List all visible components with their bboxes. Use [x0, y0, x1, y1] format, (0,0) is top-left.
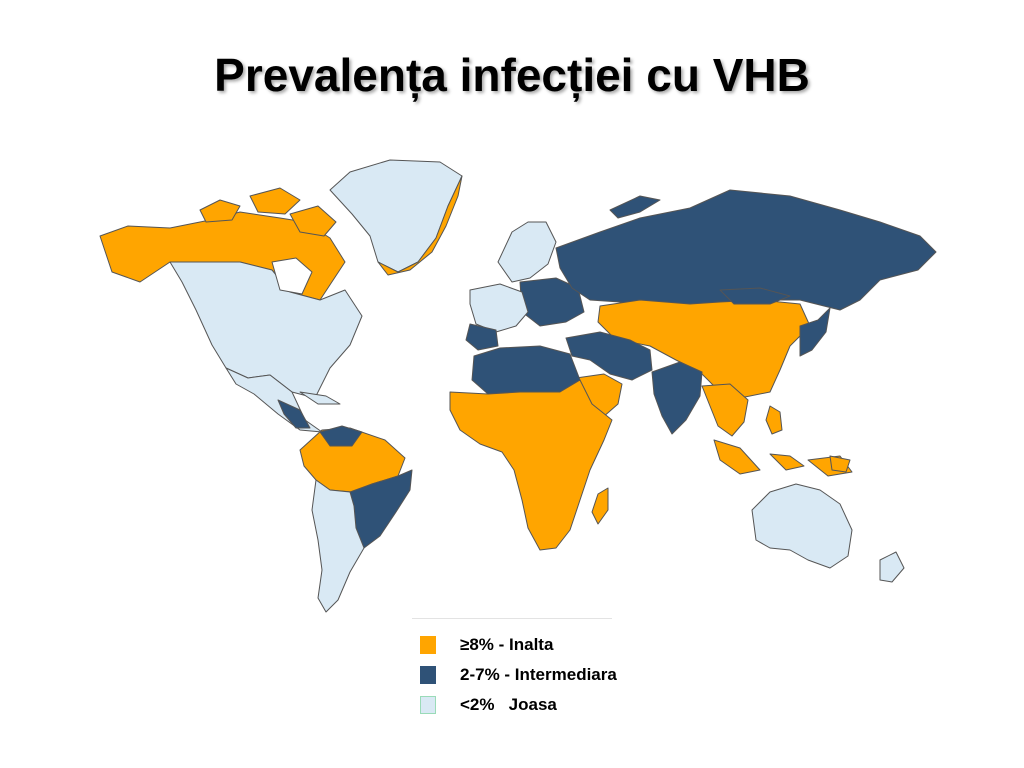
- region-greenland: [329, 159, 463, 273]
- region-new-zealand: [879, 551, 905, 583]
- region-arctic-islands: [199, 187, 337, 237]
- region-madagascar: [591, 487, 609, 525]
- legend-swatch-intermediate: [420, 666, 436, 684]
- region-middle-east: [565, 331, 653, 381]
- legend-item-intermediate: 2-7% - Intermediara: [420, 660, 617, 690]
- region-iberia: [465, 323, 499, 351]
- region-central-america: [277, 399, 311, 429]
- region-southern-cone: [311, 479, 365, 613]
- region-mongolia: [719, 287, 791, 305]
- legend-divider: [412, 618, 612, 619]
- legend-label-low: <2% Joasa: [460, 695, 557, 714]
- region-korea-japan: [799, 307, 831, 357]
- legend-label-high: ≥8% - Inalta: [460, 635, 554, 654]
- region-europe-north: [497, 221, 557, 283]
- region-indonesia: [713, 439, 853, 477]
- world-prevalence-map: [99, 159, 937, 613]
- legend-label-intermediate: 2-7% - Intermediara: [460, 665, 617, 684]
- region-greenland-coast: [377, 175, 463, 276]
- map-legend: ≥8% - Inalta 2-7% - Intermediara <2% Joa…: [420, 630, 617, 720]
- region-north-africa: [471, 345, 581, 395]
- region-russia-north-island: [609, 195, 661, 219]
- region-hudson-bay: [271, 257, 313, 295]
- region-philippines: [765, 405, 783, 435]
- region-southeast-asia: [701, 383, 749, 437]
- region-venezuela-colombia: [319, 425, 363, 447]
- legend-swatch-high: [420, 636, 436, 654]
- region-papua: [829, 455, 851, 473]
- region-india: [651, 361, 703, 435]
- legend-item-low: <2% Joasa: [420, 690, 617, 720]
- region-russia: [555, 189, 937, 311]
- legend-swatch-low: [420, 696, 436, 714]
- region-europe-west: [469, 283, 529, 333]
- legend-item-high: ≥8% - Inalta: [420, 630, 617, 660]
- region-caribbean: [299, 391, 341, 405]
- map-title: Prevalența infecției cu VHB: [214, 49, 810, 101]
- region-subsaharan-africa: [449, 379, 613, 551]
- region-australia: [751, 483, 853, 569]
